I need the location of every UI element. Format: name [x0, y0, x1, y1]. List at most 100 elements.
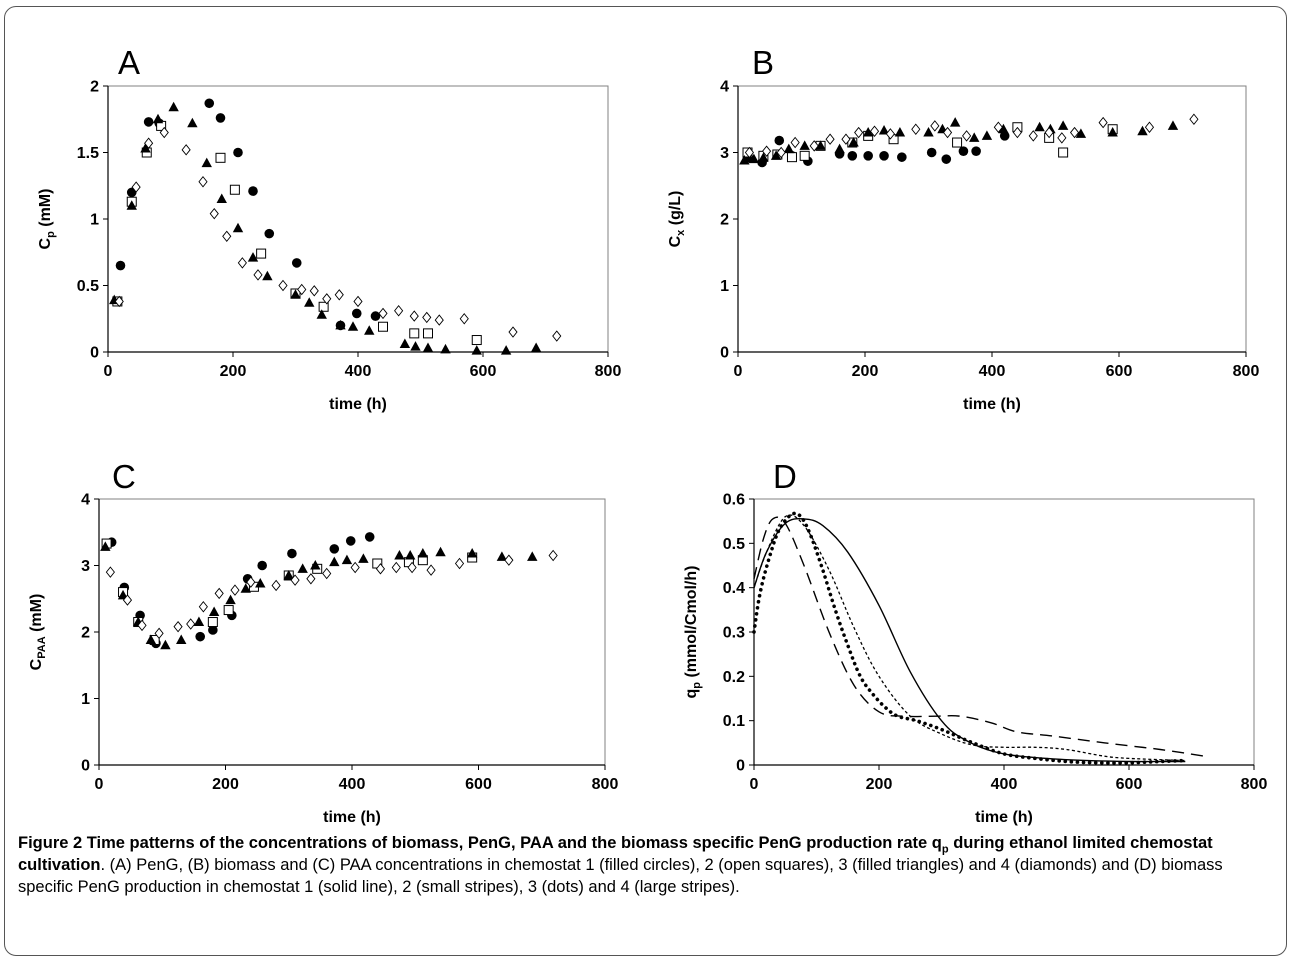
series-line-dots — [752, 511, 1188, 765]
data-point-circle — [215, 113, 226, 123]
data-point-triangle — [981, 130, 993, 140]
x-tick-label: 200 — [220, 363, 247, 380]
data-point-square — [229, 184, 240, 195]
data-point-triangle — [1034, 121, 1045, 132]
data-point-diamond — [1189, 113, 1199, 125]
data-point-circle — [233, 147, 243, 158]
data-point-circle — [291, 258, 302, 268]
data-point-triangle — [862, 127, 874, 137]
data-point-triangle — [394, 550, 405, 560]
y-tick-label: 0 — [81, 758, 90, 775]
data-point-diamond — [271, 579, 281, 592]
data-point-circle — [264, 228, 275, 239]
data-point-diamond — [209, 207, 219, 220]
data-point-diamond — [105, 566, 115, 578]
data-point-triangle — [358, 553, 369, 563]
data-point-diamond — [297, 283, 307, 296]
data-point-triangle — [347, 321, 359, 331]
panel-letter: D — [773, 458, 797, 495]
data-point-diamond — [253, 269, 263, 281]
data-point-triangle — [949, 117, 961, 127]
data-point-triangle — [364, 325, 375, 335]
y-tick-label: 4 — [81, 492, 90, 509]
data-point-diamond — [173, 620, 183, 633]
y-axis-label: Cx (g/L) — [667, 191, 687, 248]
data-point-circle — [257, 560, 267, 571]
x-tick-label: 400 — [339, 776, 366, 793]
data-point-diamond — [137, 619, 147, 632]
data-point-circle — [248, 186, 258, 196]
data-point-diamond — [214, 587, 224, 600]
data-point-circle — [863, 151, 873, 161]
data-point-triangle — [440, 343, 451, 354]
y-tick-label: 1 — [90, 212, 99, 229]
x-tick-label: 200 — [866, 776, 893, 793]
data-point-diamond — [454, 557, 465, 570]
data-point-diamond — [508, 326, 518, 338]
data-point-triangle — [1137, 125, 1148, 136]
data-point-diamond — [911, 123, 921, 135]
data-point-square — [223, 605, 234, 616]
data-point-triangle — [201, 157, 212, 168]
data-point-triangle — [1075, 128, 1087, 138]
data-point-triangle — [466, 548, 478, 558]
y-axis-label: CPAA (mM) — [28, 594, 48, 671]
x-tick-label: 800 — [595, 363, 622, 380]
data-point-triangle — [152, 113, 164, 124]
data-point-diamond — [131, 181, 141, 193]
data-point-diamond — [1028, 130, 1038, 142]
y-tick-label: 0.2 — [723, 669, 745, 686]
data-point-diamond — [790, 136, 800, 149]
chart-panel-c: 0 1 2 3 4 0 200 400 600 800 time (h) CPAA (mM) C — [28, 458, 618, 826]
panel-letter: B — [752, 44, 774, 81]
data-point-diamond — [230, 584, 240, 596]
data-point-diamond — [744, 146, 755, 159]
y-tick-label: 0.4 — [723, 580, 745, 597]
data-point-diamond — [159, 126, 169, 139]
data-point-diamond — [246, 576, 256, 588]
series-line-small-stripes — [753, 514, 1186, 762]
x-tick-label: 600 — [1106, 363, 1133, 380]
data-point-diamond — [394, 305, 404, 317]
data-point-diamond — [776, 146, 786, 159]
x-axis-label: time (h) — [975, 809, 1033, 826]
data-point-diamond — [504, 554, 514, 566]
data-point-diamond — [841, 133, 851, 145]
y-tick-label: 2 — [720, 212, 729, 229]
data-point-triangle — [297, 563, 308, 573]
data-point-diamond — [1098, 116, 1108, 129]
figure-frame — [4, 6, 1287, 956]
data-point-circle — [971, 146, 981, 156]
data-point-circle — [208, 625, 218, 635]
data-point-circle — [879, 151, 889, 161]
data-point-diamond — [122, 594, 133, 606]
data-point-triangle — [422, 342, 434, 353]
y-tick-label: 0 — [736, 758, 745, 775]
data-point-triangle — [247, 252, 259, 262]
data-point-triangle — [530, 342, 542, 353]
y-tick-label: 0.3 — [723, 625, 745, 642]
data-point-diamond — [222, 230, 232, 243]
x-axis-label: time (h) — [963, 396, 1021, 413]
chart-panel-a: 0 0.5 1 1.5 2 0 200 400 600 800 time (h) Cp (mM) A — [37, 44, 621, 413]
y-tick-label: 0 — [90, 345, 99, 362]
data-point-diamond — [825, 133, 835, 145]
x-tick-label: 0 — [104, 363, 113, 380]
x-tick-label: 800 — [1241, 776, 1268, 793]
caption-title: Figure 2 Time patterns of the concentrat… — [18, 834, 1213, 874]
y-tick-label: 0.1 — [723, 713, 745, 730]
data-point-diamond — [290, 574, 300, 586]
data-point-triangle — [208, 606, 220, 617]
data-point-circle — [958, 146, 969, 156]
data-point-circle — [195, 631, 205, 642]
y-tick-label: 1 — [81, 691, 90, 708]
data-point-diamond — [854, 126, 864, 139]
data-point-diamond — [278, 279, 288, 292]
data-point-triangle — [283, 569, 294, 580]
data-point-square — [799, 150, 810, 161]
data-point-circle — [774, 135, 785, 146]
data-point-square — [378, 321, 388, 332]
series-line-large-stripes — [753, 516, 1205, 757]
data-point-triangle — [435, 546, 446, 557]
